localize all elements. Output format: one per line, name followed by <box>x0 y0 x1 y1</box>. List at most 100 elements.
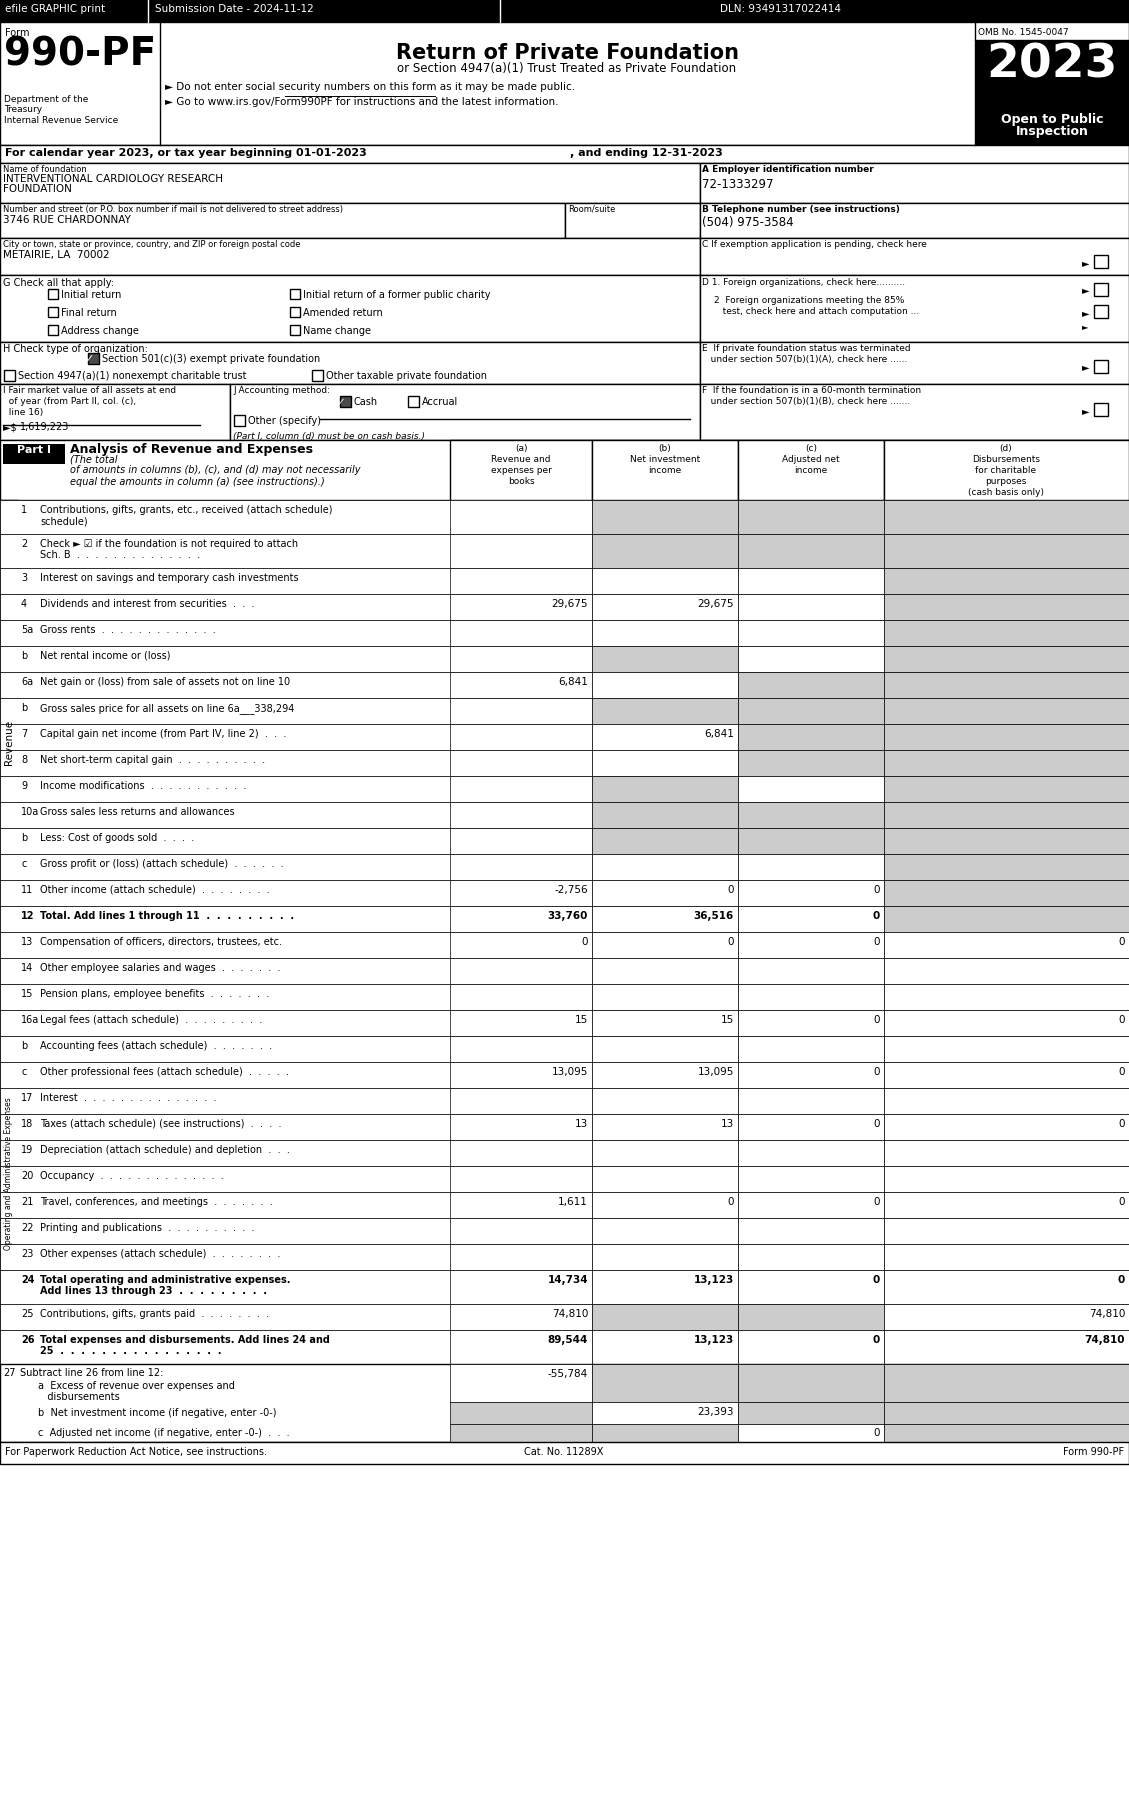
Bar <box>884 1331 1129 1365</box>
Text: equal the amounts in column (a) (see instructions).): equal the amounts in column (a) (see ins… <box>70 476 325 487</box>
Bar <box>0 1244 1129 1269</box>
Text: (cash basis only): (cash basis only) <box>968 487 1044 496</box>
Text: 0: 0 <box>1119 1118 1124 1129</box>
Text: disbursements: disbursements <box>38 1392 120 1402</box>
Bar <box>0 385 230 441</box>
Text: 2: 2 <box>21 539 27 548</box>
Bar <box>738 1304 884 1331</box>
Bar <box>884 1402 1129 1424</box>
Text: 29,675: 29,675 <box>551 599 588 610</box>
Text: ►: ► <box>1082 322 1088 331</box>
Bar <box>450 906 592 931</box>
Text: Other professional fees (attach schedule)  .  .  .  .  .: Other professional fees (attach schedule… <box>40 1066 289 1077</box>
Bar <box>592 829 738 854</box>
Bar <box>290 307 300 316</box>
Text: 27: 27 <box>3 1368 16 1377</box>
Bar <box>1094 255 1108 268</box>
Bar <box>738 802 884 829</box>
Bar <box>738 750 884 777</box>
Bar <box>450 698 592 725</box>
Bar <box>592 1269 738 1304</box>
Text: Income modifications  .  .  .  .  .  .  .  .  .  .  .: Income modifications . . . . . . . . . .… <box>40 780 246 791</box>
Bar <box>738 620 884 645</box>
Bar <box>884 829 1129 854</box>
Text: Inspection: Inspection <box>1016 126 1088 138</box>
Bar <box>0 1304 1129 1331</box>
Text: Department of the: Department of the <box>5 95 88 104</box>
Bar <box>0 164 700 203</box>
Text: for charitable: for charitable <box>975 466 1036 475</box>
Text: 13,123: 13,123 <box>693 1334 734 1345</box>
Bar <box>0 984 1129 1010</box>
Text: INTERVENTIONAL CARDIOLOGY RESEARCH: INTERVENTIONAL CARDIOLOGY RESEARCH <box>3 174 224 183</box>
Bar <box>5 370 15 381</box>
Text: 13: 13 <box>720 1118 734 1129</box>
Text: a  Excess of revenue over expenses and: a Excess of revenue over expenses and <box>38 1381 235 1392</box>
Bar <box>884 879 1129 906</box>
Text: Part I: Part I <box>17 444 51 455</box>
Text: schedule): schedule) <box>40 516 88 527</box>
Text: (504) 975-3584: (504) 975-3584 <box>702 216 794 228</box>
Bar <box>592 1304 738 1331</box>
Text: 0: 0 <box>1119 937 1124 948</box>
Bar <box>450 1269 592 1304</box>
Text: 12: 12 <box>21 912 35 921</box>
Bar <box>450 500 592 534</box>
Text: 6a: 6a <box>21 678 33 687</box>
Bar <box>450 1063 592 1088</box>
Bar <box>0 931 1129 958</box>
Bar <box>1094 282 1108 297</box>
Text: Section 501(c)(3) exempt private foundation: Section 501(c)(3) exempt private foundat… <box>102 354 321 363</box>
Bar <box>0 203 564 237</box>
Text: 15: 15 <box>720 1016 734 1025</box>
Bar <box>884 672 1129 698</box>
Bar <box>700 275 1129 342</box>
Bar <box>738 854 884 879</box>
Text: 4: 4 <box>21 599 27 610</box>
Bar <box>738 1115 884 1140</box>
Bar <box>0 22 1129 146</box>
Text: 15: 15 <box>575 1016 588 1025</box>
Text: F  If the foundation is in a 60-month termination: F If the foundation is in a 60-month ter… <box>702 387 921 396</box>
Text: c  Adjusted net income (if negative, enter -0-)  .  .  .: c Adjusted net income (if negative, ente… <box>38 1428 290 1438</box>
Bar <box>700 385 1129 441</box>
Bar <box>450 750 592 777</box>
Bar <box>0 1192 1129 1217</box>
Text: ►: ► <box>1082 307 1089 318</box>
Bar <box>592 1331 738 1365</box>
Text: 19: 19 <box>21 1145 33 1154</box>
Text: 26: 26 <box>21 1334 35 1345</box>
Bar <box>450 1036 592 1063</box>
Bar <box>592 1192 738 1217</box>
Bar <box>738 441 884 500</box>
Text: Gross sales less returns and allowances: Gross sales less returns and allowances <box>40 807 235 816</box>
Bar <box>0 1269 1129 1304</box>
Bar <box>884 750 1129 777</box>
Bar <box>450 879 592 906</box>
Bar <box>738 534 884 568</box>
Bar <box>234 415 245 426</box>
Bar <box>738 1217 884 1244</box>
Text: Form: Form <box>5 29 29 38</box>
Bar <box>450 1192 592 1217</box>
Text: 0: 0 <box>874 1016 879 1025</box>
Text: 0: 0 <box>874 1428 879 1438</box>
Bar <box>0 237 700 275</box>
Text: 2  Foreign organizations meeting the 85%: 2 Foreign organizations meeting the 85% <box>714 297 904 306</box>
Bar <box>884 698 1129 725</box>
Bar <box>884 854 1129 879</box>
Bar <box>0 534 1129 568</box>
Bar <box>0 1115 1129 1140</box>
Bar <box>0 906 1129 931</box>
Text: FOUNDATION: FOUNDATION <box>3 183 72 194</box>
Text: Initial return: Initial return <box>61 289 122 300</box>
Text: 13: 13 <box>575 1118 588 1129</box>
Text: Less: Cost of goods sold  .  .  .  .: Less: Cost of goods sold . . . . <box>40 832 194 843</box>
Text: 23,393: 23,393 <box>698 1408 734 1417</box>
Text: DLN: 93491317022414: DLN: 93491317022414 <box>720 4 841 14</box>
Bar <box>700 164 1129 203</box>
Bar <box>884 1192 1129 1217</box>
Bar <box>0 275 700 342</box>
Bar <box>975 40 1129 110</box>
Bar <box>290 325 300 334</box>
